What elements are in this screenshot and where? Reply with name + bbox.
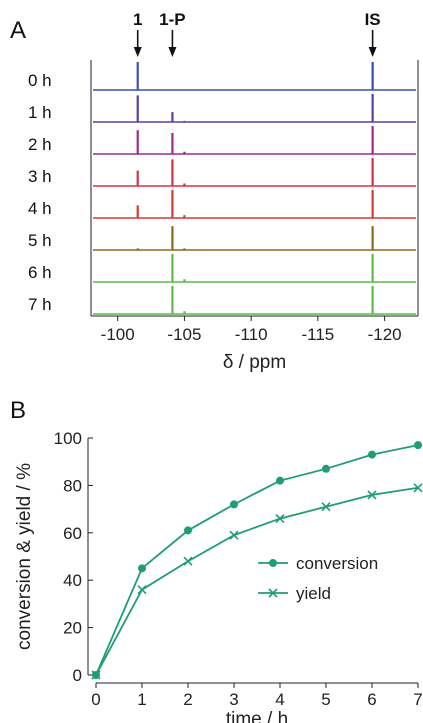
conversion-yield-plot: 0 20 40 60 80 100 0 1 2 3 4 5 6 7 time / h conversion &… [14, 429, 423, 723]
yield-point [137, 585, 147, 595]
spectra-x-tick-label: -120 [368, 325, 402, 344]
plot-y-tick-label: 40 [63, 571, 82, 590]
trace-label: 0 h [28, 71, 52, 90]
yield-point [321, 502, 331, 512]
plot-y-tick-label: 0 [73, 666, 82, 685]
plot-x-tick-label: 0 [91, 690, 100, 709]
plot-x-tick-label: 6 [367, 690, 376, 709]
yield-line [95, 486, 419, 676]
trace-label: 3 h [28, 167, 52, 186]
yield-point [229, 530, 239, 540]
peak-label: 1-P [159, 10, 185, 29]
conversion-point [276, 476, 284, 485]
yield-point [91, 670, 101, 680]
trace-label: 5 h [28, 231, 52, 250]
peak-label: 1 [133, 10, 142, 29]
yield-point [275, 514, 285, 524]
spectra-x-axis-label: δ / ppm [223, 352, 286, 373]
yield-point [413, 483, 423, 493]
nmr-spectra-panel: -100 -105 -110 -115 -120 δ / ppm 1 1-P IS 0 h 1 h 2… [28, 10, 419, 373]
plot-x-tick-label: 3 [229, 690, 238, 709]
spectra-x-tick-label: -100 [101, 325, 135, 344]
conversion-point [184, 526, 192, 535]
legend-label: yield [296, 584, 331, 603]
trace-label: 7 h [28, 295, 52, 314]
trace-label: 6 h [28, 263, 52, 282]
conversion-point [414, 441, 422, 450]
plot-y-tick-label: 60 [63, 524, 82, 543]
plot-x-tick-label: 5 [321, 690, 330, 709]
conversion-point [138, 564, 146, 573]
spectra-x-tick-label: -115 [302, 325, 335, 344]
plot-x-tick-label: 4 [275, 690, 284, 709]
spectra-x-tick-label: -105 [167, 325, 201, 344]
conversion-point [230, 500, 238, 509]
plot-x-tick-label: 7 [413, 690, 422, 709]
peak-arrow-head [368, 47, 377, 57]
trace-label: 2 h [28, 135, 52, 154]
plot-y-tick-label: 20 [63, 619, 82, 638]
peak-arrow-head [168, 47, 177, 57]
conversion-point [322, 464, 330, 473]
peak-arrow-head [133, 47, 142, 57]
peak-label: IS [365, 10, 381, 29]
plot-x-axis-label: time / h [226, 709, 288, 723]
yield-point [183, 556, 193, 566]
panel-b-label: B [10, 397, 26, 424]
panel-a-label: A [10, 17, 26, 44]
plot-y-axis-label: conversion & yield / % [14, 463, 35, 650]
legend-marker [269, 559, 277, 567]
trace-label: 4 h [28, 199, 52, 218]
legend-marker [268, 588, 278, 598]
plot-y-tick-label: 100 [54, 429, 82, 448]
conversion-line [95, 444, 419, 676]
plot-y-tick-label: 80 [63, 476, 82, 495]
conversion-point [368, 450, 376, 459]
trace-label: 1 h [28, 103, 52, 122]
plot-x-tick-label: 1 [137, 690, 146, 709]
spectra-x-tick-label: -110 [235, 325, 268, 344]
legend-label: conversion [296, 554, 378, 573]
yield-point [367, 490, 377, 500]
plot-x-tick-label: 2 [183, 690, 192, 709]
